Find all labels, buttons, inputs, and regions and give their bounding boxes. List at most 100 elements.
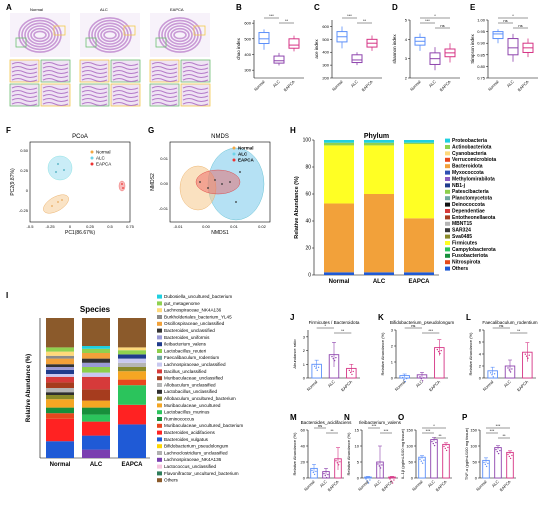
taxa-point bbox=[507, 367, 509, 369]
taxa-y-label: Abundance ratio bbox=[292, 339, 297, 369]
box-iqr bbox=[273, 55, 285, 64]
x-tick-label: ALC bbox=[319, 479, 328, 488]
nmds-x-label: NMDS1 bbox=[211, 230, 229, 236]
species-bar-segment bbox=[46, 399, 74, 408]
x-tick-label: Normal bbox=[482, 379, 495, 392]
histology-ring bbox=[27, 25, 53, 45]
tissue-fold bbox=[11, 90, 38, 94]
y-tick-label: 40 bbox=[301, 444, 306, 449]
species-bar-segment bbox=[82, 318, 110, 346]
nmds-point bbox=[199, 181, 201, 183]
species-legend-swatch bbox=[157, 403, 162, 408]
pcoa-x-tick: 0 bbox=[69, 224, 72, 229]
taxa-point bbox=[444, 447, 446, 450]
taxa-point bbox=[433, 444, 436, 447]
species-bar-segment bbox=[82, 346, 110, 349]
histology-group-label: EAPCA bbox=[170, 7, 184, 12]
phylum-x-label: ALC bbox=[373, 279, 386, 285]
y-tick-label: 60 bbox=[301, 428, 306, 433]
taxa-point bbox=[317, 366, 320, 368]
tissue-fold bbox=[42, 62, 69, 66]
histology-ring bbox=[33, 30, 47, 40]
pcoa-point bbox=[63, 169, 65, 171]
species-bar-segment bbox=[118, 350, 146, 355]
pcoa-x-tick: -0.5 bbox=[27, 224, 35, 229]
tissue-fold bbox=[81, 62, 108, 66]
x-tick-label: Normal bbox=[306, 379, 319, 392]
taxa-point bbox=[336, 462, 338, 464]
species-legend-swatch bbox=[157, 471, 162, 476]
species-legend-swatch bbox=[157, 478, 162, 483]
taxa-point bbox=[351, 373, 353, 376]
phylum-legend-swatch bbox=[445, 189, 450, 194]
species-bar-segment bbox=[46, 347, 74, 352]
taxa-point bbox=[365, 478, 367, 480]
sig-label: ns bbox=[440, 23, 444, 28]
y-tick-label: 600 bbox=[322, 24, 329, 29]
y-tick-label: 300 bbox=[322, 63, 329, 68]
taxa-point bbox=[367, 482, 370, 484]
panel-letter-f: F bbox=[6, 126, 11, 135]
nmds-y-label: NMDS2 bbox=[150, 173, 156, 191]
sig-label: *** bbox=[426, 428, 431, 433]
sig-label: *** bbox=[428, 328, 433, 333]
y-tick-label: 0 bbox=[411, 476, 414, 481]
panel-letter-a: A bbox=[6, 3, 12, 12]
taxa-point bbox=[423, 459, 425, 461]
sig-label: ns bbox=[411, 323, 415, 328]
species-bar-segment bbox=[46, 367, 74, 370]
y-tick-label: 10 bbox=[355, 444, 360, 449]
sig-label: *** bbox=[425, 18, 430, 23]
tissue-fold bbox=[42, 78, 69, 82]
phylum-legend-swatch bbox=[445, 221, 450, 226]
x-tick-label: Normal bbox=[394, 379, 407, 392]
taxa-y-label: Relative Abundance (%) bbox=[468, 332, 473, 376]
pcoa-point bbox=[121, 183, 123, 185]
tissue-fold bbox=[11, 78, 38, 82]
species-legend-label: Bifidobacterium_pseudolongum bbox=[164, 444, 229, 449]
pcoa-legend-label: ALC bbox=[96, 156, 106, 161]
tissue-fold bbox=[182, 86, 209, 90]
histology-ring bbox=[167, 25, 193, 45]
taxa-point bbox=[327, 473, 329, 476]
tissue-fold bbox=[151, 70, 178, 74]
species-legend-label: Dubosiella_uncultured_bacterium bbox=[164, 294, 232, 299]
species-legend-label: Lachnospiraceae_NK4A136 bbox=[164, 308, 222, 313]
pcoa-x-tick: 0.5 bbox=[107, 224, 113, 229]
pcoa-ellipse-alc bbox=[47, 155, 73, 181]
species-legend-label: Others bbox=[164, 478, 178, 483]
sig-label: ** bbox=[363, 18, 367, 23]
tissue-fold bbox=[182, 102, 209, 106]
x-tick-label: ALC bbox=[327, 379, 336, 388]
pcoa-legend-label: EAPCA bbox=[96, 162, 111, 167]
y-tick-label: 0 bbox=[357, 476, 360, 481]
taxa-point bbox=[335, 356, 337, 359]
taxa-point bbox=[431, 440, 433, 443]
tissue-fold bbox=[112, 90, 139, 94]
y-tick-label: 15 bbox=[355, 428, 360, 433]
tissue-fold bbox=[112, 102, 139, 106]
phylum-legend-label: Methylomirabilota bbox=[452, 176, 495, 182]
x-tick-label: EAPCA bbox=[439, 79, 452, 92]
panel-letter: E bbox=[470, 3, 476, 12]
species-legend-swatch bbox=[157, 301, 162, 306]
tissue-fold bbox=[11, 98, 38, 102]
tissue-fold bbox=[151, 86, 178, 90]
pcoa-y-tick: -0.25 bbox=[19, 208, 29, 213]
y-tick-label: 500 bbox=[244, 36, 251, 41]
phylum-legend-swatch bbox=[445, 183, 450, 188]
phylum-bar-segment bbox=[324, 145, 354, 204]
species-bar-segment bbox=[118, 385, 146, 405]
box-iqr bbox=[351, 54, 363, 64]
taxa-title: Faecalibaculum_rodentium bbox=[482, 320, 537, 325]
species-bar-segment bbox=[46, 441, 74, 458]
tissue-fold bbox=[112, 86, 139, 90]
tissue-fold bbox=[11, 62, 38, 66]
y-tick-label: 1 bbox=[391, 360, 394, 365]
y-tick-label: 3 bbox=[405, 56, 408, 61]
nmds-ellipse-eapca bbox=[195, 169, 241, 195]
taxa-point bbox=[323, 472, 325, 475]
taxa-point bbox=[349, 371, 352, 374]
taxa-point bbox=[527, 357, 529, 359]
tissue-fold bbox=[42, 94, 69, 98]
